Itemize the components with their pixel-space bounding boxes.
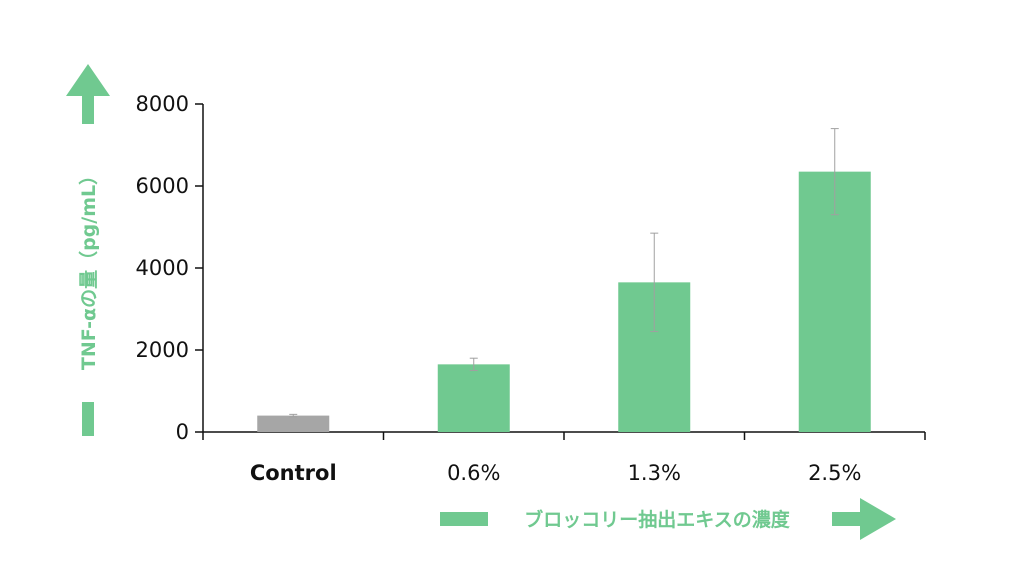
y-axis-title: TNF-αの量（pg/mL） [77,166,100,370]
y-arrow-tail [82,402,94,436]
x-arrow-shaft [832,512,862,526]
y-arrow-shaft [82,92,94,124]
y-axis-arrow: TNF-αの量（pg/mL） [66,64,110,436]
x-axis-title: ブロッコリー抽出エキスの濃度 [524,508,790,531]
error-bar-0 [289,413,298,418]
y-tick-label: 6000 [136,174,189,198]
y-tick-label: 2000 [136,338,189,362]
x-arrow-head [860,498,896,540]
y-arrow-head [66,64,110,96]
error-bar-2 [650,232,659,333]
error-bar-1 [469,357,478,371]
x-category-label: 1.3% [628,461,681,485]
x-category-label: 0.6% [447,461,500,485]
y-tick-label: 4000 [136,256,189,280]
y-tick-label: 0 [176,420,189,444]
error-bar-3 [830,128,839,216]
x-axis-arrow: ブロッコリー抽出エキスの濃度 [440,498,896,540]
x-category-label: Control [250,461,337,485]
bar-0 [257,415,330,432]
x-category-label: 2.5% [808,461,861,485]
x-arrow-tail [440,512,488,526]
y-tick-label: 8000 [136,92,189,116]
chart-marks: Control 0.6% 1.3% 2.5% [250,128,871,485]
bar-1 [437,364,510,432]
